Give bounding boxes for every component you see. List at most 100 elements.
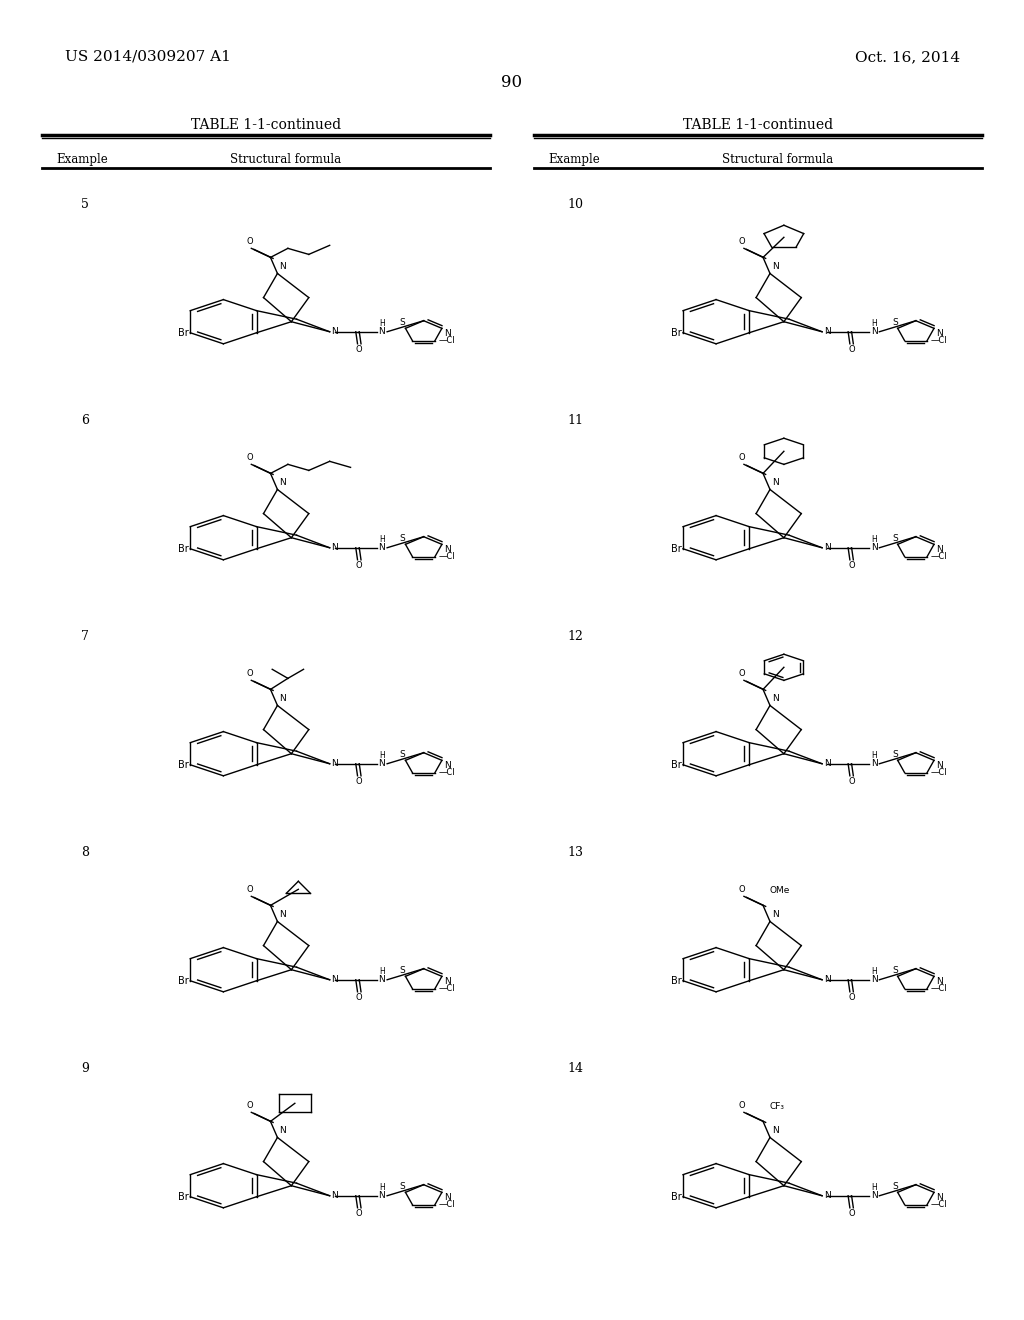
Text: N: N: [824, 327, 830, 337]
Text: H: H: [871, 535, 877, 544]
Text: H: H: [379, 966, 385, 975]
Text: N: N: [443, 330, 451, 338]
Text: S: S: [399, 750, 406, 759]
Text: N: N: [936, 330, 942, 338]
Text: N: N: [870, 327, 878, 337]
Text: N: N: [332, 1191, 338, 1200]
Text: Br: Br: [178, 327, 188, 338]
Text: O: O: [848, 993, 855, 1002]
Text: N: N: [280, 478, 286, 487]
Text: N: N: [936, 977, 942, 986]
Text: O: O: [356, 345, 362, 354]
Text: O: O: [356, 561, 362, 570]
Text: N: N: [772, 263, 778, 272]
Text: H: H: [379, 535, 385, 544]
Text: O: O: [247, 453, 253, 462]
Text: H: H: [379, 751, 385, 760]
Text: O: O: [739, 669, 745, 678]
Text: O: O: [848, 345, 855, 354]
Text: H: H: [379, 318, 385, 327]
Text: O: O: [848, 1209, 855, 1218]
Text: O: O: [739, 238, 745, 247]
Text: N: N: [824, 759, 830, 768]
Text: Example: Example: [56, 153, 108, 166]
Text: S: S: [399, 966, 406, 975]
Text: N: N: [280, 694, 286, 704]
Text: N: N: [379, 759, 385, 768]
Text: H: H: [871, 751, 877, 760]
Text: N: N: [824, 975, 830, 985]
Text: O: O: [848, 561, 855, 570]
Text: S: S: [892, 966, 898, 975]
Text: N: N: [280, 911, 286, 920]
Text: 6: 6: [81, 414, 89, 426]
Text: O: O: [848, 776, 855, 785]
Text: Structural formula: Structural formula: [723, 153, 834, 166]
Text: N: N: [443, 977, 451, 986]
Text: H: H: [871, 1183, 877, 1192]
Text: N: N: [870, 544, 878, 552]
Text: N: N: [772, 478, 778, 487]
Text: N: N: [443, 762, 451, 771]
Text: Oct. 16, 2014: Oct. 16, 2014: [855, 50, 961, 63]
Text: 7: 7: [81, 630, 89, 643]
Text: S: S: [399, 318, 406, 327]
Text: Br: Br: [178, 544, 188, 554]
Text: —Cl: —Cl: [931, 337, 947, 346]
Text: —Cl: —Cl: [931, 1200, 947, 1209]
Text: Br: Br: [178, 975, 188, 986]
Text: N: N: [379, 975, 385, 985]
Text: 10: 10: [567, 198, 583, 211]
Text: O: O: [356, 993, 362, 1002]
Text: Br: Br: [671, 327, 681, 338]
Text: N: N: [936, 1193, 942, 1203]
Text: Br: Br: [178, 1192, 188, 1201]
Text: —Cl: —Cl: [931, 552, 947, 561]
Text: N: N: [870, 1191, 878, 1200]
Text: H: H: [871, 966, 877, 975]
Text: 8: 8: [81, 846, 89, 859]
Text: 5: 5: [81, 198, 89, 211]
Text: Br: Br: [671, 975, 681, 986]
Text: N: N: [772, 911, 778, 920]
Text: N: N: [824, 1191, 830, 1200]
Text: N: N: [772, 694, 778, 704]
Text: O: O: [247, 669, 253, 678]
Text: S: S: [892, 535, 898, 544]
Text: N: N: [332, 544, 338, 552]
Text: S: S: [399, 535, 406, 544]
Text: N: N: [443, 1193, 451, 1203]
Text: N: N: [332, 975, 338, 985]
Text: 90: 90: [502, 74, 522, 91]
Text: N: N: [936, 545, 942, 554]
Text: N: N: [870, 975, 878, 985]
Text: OMe: OMe: [770, 886, 791, 895]
Text: N: N: [379, 1191, 385, 1200]
Text: O: O: [247, 886, 253, 895]
Text: S: S: [399, 1183, 406, 1192]
Text: N: N: [936, 762, 942, 771]
Text: 12: 12: [567, 630, 583, 643]
Text: Br: Br: [671, 1192, 681, 1201]
Text: H: H: [871, 318, 877, 327]
Text: N: N: [379, 544, 385, 552]
Text: TABLE 1-1-continued: TABLE 1-1-continued: [683, 117, 834, 132]
Text: 13: 13: [567, 846, 583, 859]
Text: N: N: [332, 759, 338, 768]
Text: N: N: [824, 544, 830, 552]
Text: O: O: [356, 776, 362, 785]
Text: S: S: [892, 750, 898, 759]
Text: —Cl: —Cl: [931, 985, 947, 993]
Text: CF₃: CF₃: [770, 1102, 785, 1111]
Text: 11: 11: [567, 414, 583, 426]
Text: N: N: [772, 1126, 778, 1135]
Text: O: O: [739, 1101, 745, 1110]
Text: S: S: [892, 1183, 898, 1192]
Text: —Cl: —Cl: [931, 768, 947, 777]
Text: 9: 9: [81, 1063, 89, 1074]
Text: —Cl: —Cl: [438, 1200, 455, 1209]
Text: Structural formula: Structural formula: [230, 153, 342, 166]
Text: —Cl: —Cl: [438, 985, 455, 993]
Text: TABLE 1-1-continued: TABLE 1-1-continued: [190, 117, 341, 132]
Text: Br: Br: [671, 544, 681, 554]
